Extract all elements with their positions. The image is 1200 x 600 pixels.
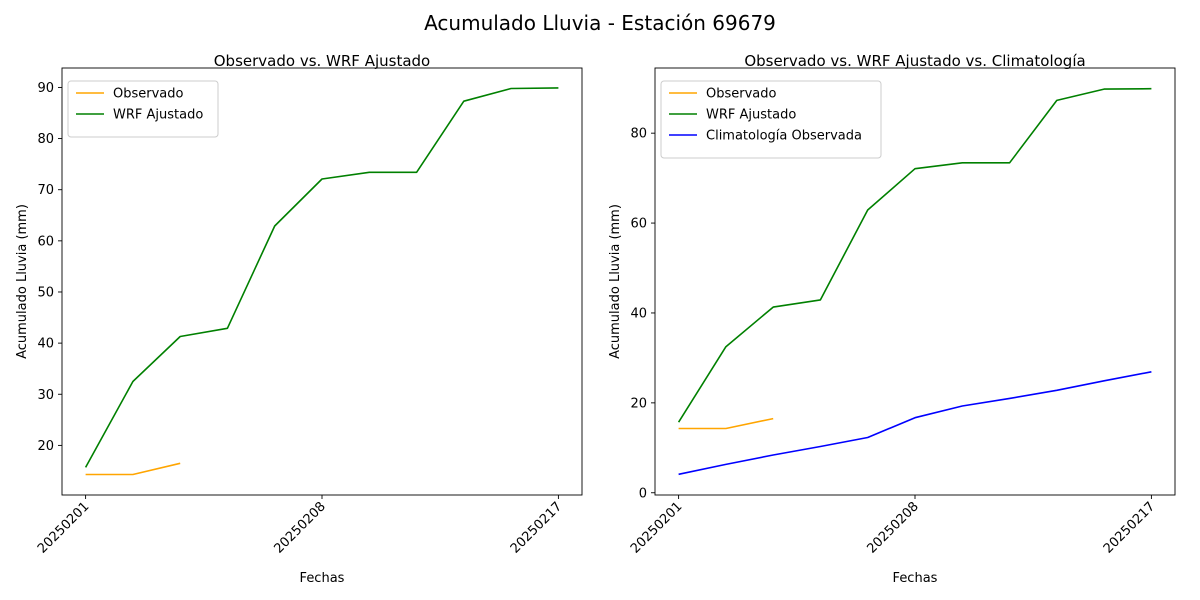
chart-left-x-tick-label: 20250208 <box>271 499 328 556</box>
chart-right-y-tick-label: 60 <box>630 217 647 232</box>
chart-right-x-tick-label: 20250217 <box>1101 499 1158 556</box>
chart-right-legend-label: Observado <box>706 87 777 102</box>
chart-left-y-tick-label: 60 <box>37 234 54 249</box>
chart-right-y-tick-label: 80 <box>630 127 647 142</box>
chart-left-y-tick-label: 80 <box>37 132 54 147</box>
chart-right-y-axis-label: Acumulado Lluvia (mm) <box>608 204 623 359</box>
chart-right-y-tick-label: 40 <box>630 306 647 321</box>
chart-left-series-observado <box>86 463 181 474</box>
chart-left-y-axis-label: Acumulado Lluvia (mm) <box>15 204 30 359</box>
chart-right-y-tick-label: 20 <box>630 396 647 411</box>
chart-right-legend-label: Climatología Observada <box>706 129 862 144</box>
chart-left-x-axis-label: Fechas <box>300 571 345 586</box>
chart-left-y-tick-label: 70 <box>37 183 54 198</box>
chart-left-y-tick-label: 30 <box>37 388 54 403</box>
chart-right-x-tick-label: 20250201 <box>628 499 685 556</box>
chart-right: Observado vs. WRF Ajustado vs. Climatolo… <box>608 52 1175 586</box>
chart-right-x-axis-label: Fechas <box>893 571 938 586</box>
chart-left-y-tick-label: 40 <box>37 337 54 352</box>
chart-right-series-observado <box>679 419 774 429</box>
figure-title: Acumulado Lluvia - Estación 69679 <box>424 11 776 35</box>
chart-right-x-tick-label: 20250208 <box>864 499 921 556</box>
chart-left-y-tick-label: 50 <box>37 285 54 300</box>
chart-left-x-tick-label: 20250217 <box>508 499 565 556</box>
chart-left-y-tick-label: 90 <box>37 81 54 96</box>
chart-left-legend-label: Observado <box>113 87 184 102</box>
chart-left: Observado vs. WRF Ajustado 20 30 40 50 60 70 80… <box>15 52 582 586</box>
chart-left-title: Observado vs. WRF Ajustado <box>214 52 430 70</box>
chart-left-legend-label: WRF Ajustado <box>113 108 203 123</box>
chart-right-y-tick-label: 0 <box>639 486 647 501</box>
chart-right-legend-label: WRF Ajustado <box>706 108 796 123</box>
chart-left-x-tick-label: 20250201 <box>35 499 92 556</box>
chart-left-y-tick-label: 20 <box>37 439 54 454</box>
chart-right-title: Observado vs. WRF Ajustado vs. Climatolo… <box>744 52 1085 70</box>
chart-left-series-wrf-ajustado <box>86 88 559 468</box>
